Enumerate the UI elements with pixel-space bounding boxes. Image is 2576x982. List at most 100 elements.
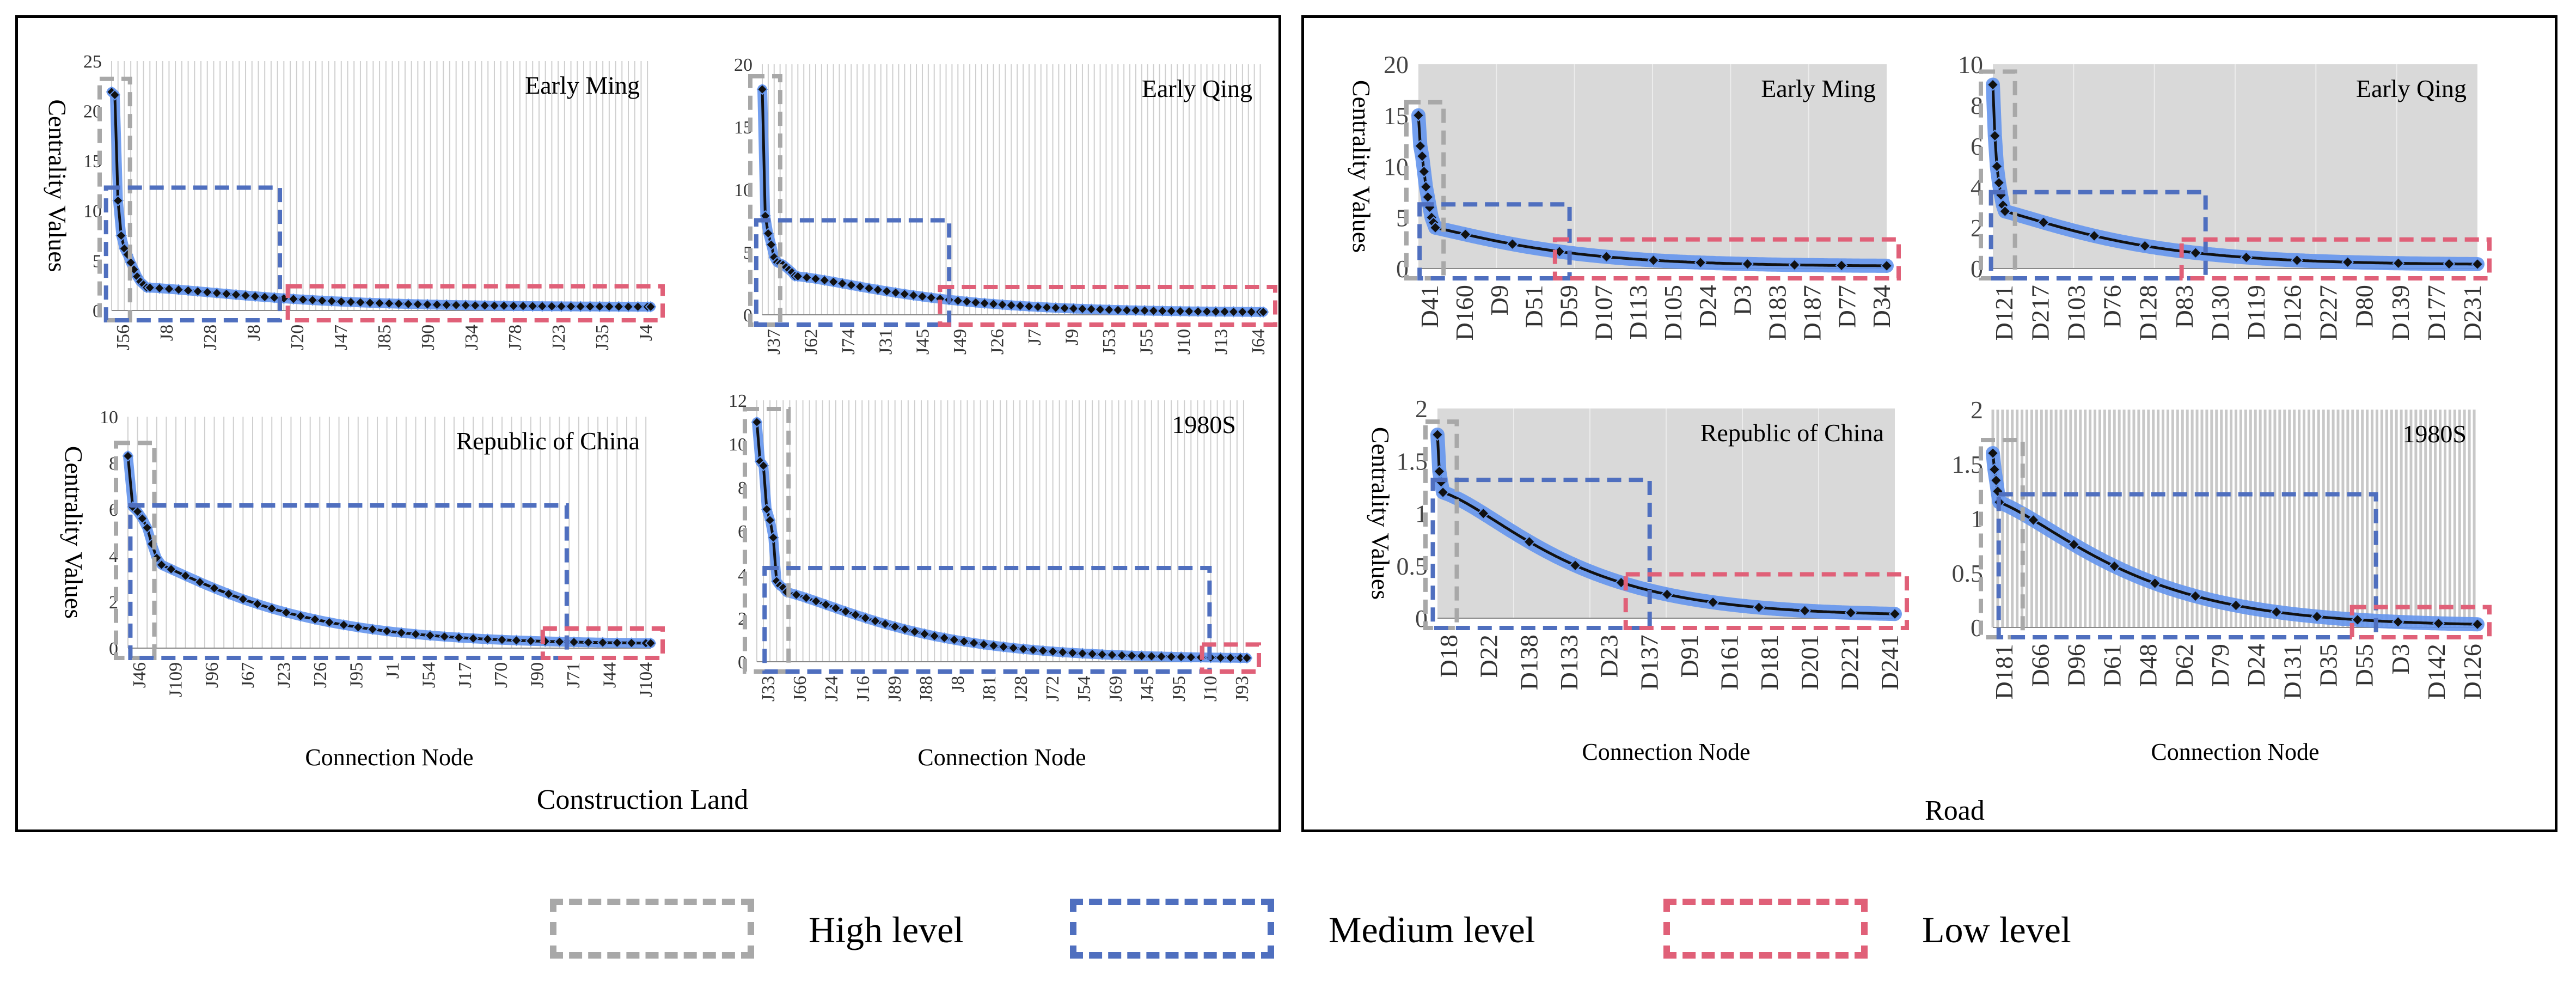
level-box-low — [1552, 237, 1901, 281]
data-point — [1600, 251, 1613, 263]
y-tick-label: 20 — [734, 55, 752, 75]
data-point — [266, 602, 278, 614]
x-tick-label: J4 — [636, 325, 656, 341]
level-box-medium — [1430, 478, 1652, 630]
x-tick-label: D9 — [1485, 285, 1513, 315]
data-point — [764, 514, 776, 526]
data-point — [1037, 645, 1049, 657]
x-tick-label: D130 — [2206, 285, 2234, 340]
x-tick-label: J56 — [113, 325, 133, 350]
data-point — [1835, 259, 1848, 272]
x-tick-label: J24 — [822, 676, 842, 702]
y-tick-label: 2 — [1415, 395, 1428, 423]
x-tick-label: D128 — [2134, 285, 2162, 340]
x-tick-label: D105 — [1659, 285, 1687, 340]
x-tick-label: J78 — [505, 325, 525, 350]
data-point — [1788, 258, 1801, 271]
x-tick-label: J8 — [157, 325, 177, 341]
data-point — [1086, 648, 1098, 660]
x-tick-label: D22 — [1475, 635, 1503, 678]
data-point — [792, 270, 804, 282]
data-point — [879, 618, 891, 630]
x-tick-label: D201 — [1796, 635, 1824, 690]
data-point — [2341, 255, 2354, 269]
series-band — [107, 87, 656, 312]
y-axis-label: Centrality Values — [60, 446, 88, 619]
data-point — [132, 505, 144, 517]
data-point — [209, 582, 220, 594]
x-tick-label: D62 — [2170, 644, 2198, 687]
x-tick-label: D51 — [1520, 285, 1548, 328]
data-point — [898, 288, 910, 300]
data-point — [810, 273, 822, 285]
x-tick-label: J47 — [331, 325, 351, 350]
data-point — [949, 634, 960, 646]
data-point — [1014, 300, 1026, 312]
data-point — [889, 621, 901, 633]
data-point — [194, 576, 206, 588]
data-point — [751, 416, 763, 428]
data-point — [144, 282, 156, 294]
x-tick-label: D59 — [1555, 285, 1582, 328]
x-tick-label: D231 — [2458, 285, 2486, 340]
y-axis-label: Centrality Values — [1348, 80, 1375, 253]
x-tick-label: J8 — [948, 676, 968, 692]
data-point — [626, 637, 638, 649]
data-point — [928, 630, 940, 642]
data-point — [1094, 303, 1106, 315]
data-point — [1215, 652, 1227, 663]
x-tick-label: J72 — [1043, 676, 1063, 702]
data-point — [2351, 613, 2364, 626]
data-point — [1057, 646, 1069, 658]
level-box-low — [2179, 237, 2492, 280]
legend-low-swatch — [1663, 899, 1868, 959]
data-point — [383, 297, 395, 309]
x-tick-label: D183 — [1764, 285, 1791, 340]
data-point — [756, 83, 768, 95]
x-tick-label: D83 — [2170, 285, 2198, 328]
x-tick-label: J55 — [1137, 329, 1157, 355]
data-point — [881, 285, 893, 297]
data-point — [2138, 240, 2151, 252]
x-tick-label: J93 — [1232, 676, 1252, 702]
data-point — [622, 301, 634, 313]
data-point — [366, 623, 378, 635]
level-box-medium — [762, 566, 1212, 674]
level-box-low — [1623, 572, 1910, 631]
x-tick-label: J20 — [287, 325, 308, 350]
chart-title: Early Ming — [1761, 75, 1876, 102]
x-tick-label: D24 — [2242, 644, 2270, 687]
x-tick-label: J7 — [1025, 329, 1045, 345]
data-point — [574, 301, 586, 313]
x-tick-label: D107 — [1589, 285, 1617, 340]
legend: High level Medium level Low level — [0, 893, 2576, 969]
x-tick-label: D48 — [2134, 644, 2162, 687]
data-point — [632, 301, 644, 313]
data-point — [916, 291, 928, 302]
data-point — [849, 609, 861, 621]
level-box-low — [540, 626, 665, 660]
x-tick-label: J88 — [916, 676, 937, 702]
data-point — [2088, 229, 2101, 242]
data-point — [818, 275, 830, 286]
x-tick-label: D138 — [1515, 635, 1543, 690]
data-point — [938, 632, 950, 644]
data-point — [613, 301, 625, 313]
x-tick-label: D121 — [1990, 285, 2018, 340]
x-tick-label: J81 — [980, 676, 1000, 702]
y-tick-label: 1.5 — [1952, 450, 1984, 478]
x-tick-label: D79 — [2206, 644, 2234, 687]
x-tick-label: J26 — [310, 662, 331, 688]
data-point — [112, 195, 124, 206]
data-point — [1116, 649, 1128, 661]
x-tick-label: J13 — [1211, 329, 1231, 355]
x-tick-label: J45 — [1137, 676, 1158, 702]
data-point — [402, 298, 414, 310]
data-point — [165, 563, 177, 575]
x-tick-label: D35 — [2314, 644, 2342, 687]
data-point — [240, 290, 252, 301]
data-point — [645, 301, 657, 313]
x-tick-label: J45 — [913, 329, 933, 355]
data-point — [1228, 306, 1239, 318]
data-point — [453, 632, 465, 643]
